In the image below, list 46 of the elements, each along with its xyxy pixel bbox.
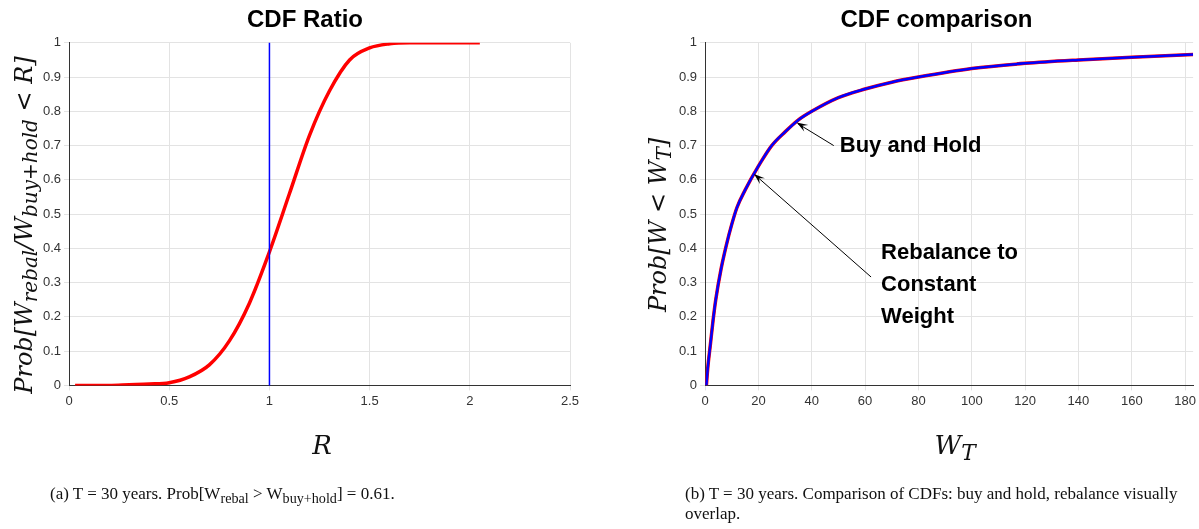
y-tick-label: 0 [53,376,62,392]
y-tick-label: 0.7 [42,137,62,153]
y-tick-label: 0.4 [678,239,698,255]
y-tick-label: 0.7 [678,137,698,153]
x-tick-label: 60 [857,392,873,408]
y-tick-label: 0.5 [678,205,698,221]
y-tick-label: 0.8 [678,102,698,118]
chart-title: CDF Ratio [247,5,363,33]
y-tick-label: 0.1 [42,342,62,358]
x-axis-title: R [312,430,332,460]
y-tick-label: 0.6 [678,171,698,187]
x-tick-label: 100 [960,392,983,408]
y-tick-label: 0.9 [42,68,62,84]
x-tick-label: 0 [65,392,73,408]
x-tick-label: 1.5 [360,392,379,408]
x-tick-label: 0.5 [160,392,179,408]
y-tick-label: 0.2 [42,308,62,324]
x-tick-label: 40 [804,392,819,408]
chart-title: CDF comparison [840,5,1033,33]
x-tick-label: 120 [1014,392,1036,408]
y-tick-label: 0.1 [678,342,698,358]
x-tick-label: 2.5 [560,392,580,408]
text: (b) T = 30 years. Comparison of CDFs: buy and hold, rebalance visually overlap. [685,484,1179,524]
x-tick-label: 160 [1120,392,1143,408]
x-tick-label: 180 [1174,392,1196,408]
x-tick-label: 2 [466,392,474,408]
x-tick-label: 1 [265,392,274,408]
annotation: Rebalance to Constant Weight [881,239,1019,329]
text: (a) T = 30 years. Prob[W$_{rebal}$ > W$_{buy+hold}$] = 0.61. [50,484,396,509]
y-tick-label: 1 [689,34,698,50]
y-tick-label: 1 [53,34,62,50]
annotation: Buy and Hold [839,131,982,157]
y-tick-label: 0.2 [678,308,698,324]
y-tick-label: 0.3 [678,274,698,290]
y-tick-label: 0.5 [42,205,62,221]
y-tick-label: 0.6 [42,171,62,187]
y-tick-label: 0 [689,376,698,392]
y-tick-label: 0.8 [42,102,62,118]
y-tick-label: 0.9 [678,68,698,84]
x-tick-label: 140 [1067,392,1090,408]
x-tick-label: 20 [751,392,766,408]
y-tick-label: 0.4 [42,239,62,255]
x-axis-title: W$_{T}$ [934,430,976,466]
y-tick-label: 0.3 [42,274,62,290]
x-tick-label: 0 [701,392,709,408]
x-tick-label: 80 [911,392,926,408]
